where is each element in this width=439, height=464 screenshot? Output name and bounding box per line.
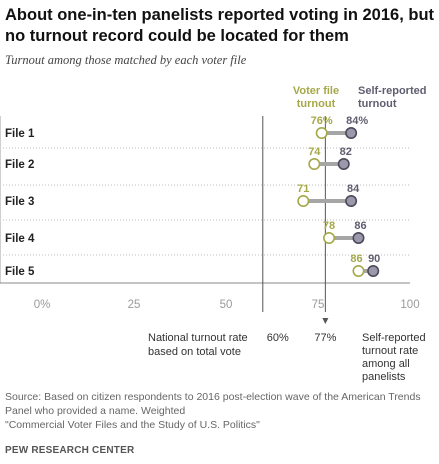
- self-reported-value-label: 84: [347, 183, 360, 195]
- reference-label-self-reported: panelists: [362, 371, 406, 383]
- chart-subtitle: Turnout among those matched by each vote…: [5, 53, 247, 67]
- voter-file-value-label: 86: [350, 253, 362, 265]
- x-tick-label: 0%: [34, 299, 51, 311]
- row-label: File 3: [5, 196, 34, 208]
- row-label: File 1: [5, 128, 35, 140]
- voter-file-value-label: 71: [297, 183, 309, 195]
- self-reported-dot: [345, 195, 358, 208]
- self-reported-value-label: 82: [340, 146, 352, 158]
- reference-label-self-reported: turnout rate: [362, 345, 418, 357]
- self-reported-dot: [337, 158, 350, 171]
- dot-plot-chart: 0% 25 50 75 100 National turnout rate based on…: [0, 85, 426, 383]
- brand-name: PEW RESEARCH CENTER: [5, 445, 135, 456]
- reference-label-national: based on total vote: [148, 346, 241, 358]
- reference-value-self-reported: 77%: [314, 332, 336, 344]
- voter-file-value-label: 78: [323, 220, 335, 232]
- x-tick-label: 50: [220, 299, 233, 311]
- self-reported-dot: [367, 264, 380, 277]
- voter-file-dot: [297, 195, 310, 208]
- reference-label-self-reported: among all: [362, 358, 410, 370]
- source-line: Panel who provided a name. Weighted: [5, 405, 186, 417]
- source-line: "Commercial Voter Files and the Study of…: [5, 419, 260, 431]
- self-reported-dot: [352, 232, 365, 245]
- legend-label-self-reported: turnout: [358, 98, 397, 110]
- source-note: Source: Based on citizen respondents to …: [5, 390, 435, 432]
- voter-file-dot: [308, 158, 321, 171]
- reference-label-national: National turnout rate: [148, 332, 248, 344]
- x-tick-label: 25: [128, 299, 141, 311]
- source-line: Source: Based on citizen respondents to …: [5, 391, 421, 403]
- voter-file-dot: [352, 264, 365, 277]
- legend-label-voter-file: Voter file: [293, 85, 339, 97]
- reference-caret: [322, 318, 329, 324]
- row-label: File 5: [5, 266, 35, 278]
- voter-file-value-label: 76%: [311, 115, 333, 127]
- chart-title: About one-in-ten panelists reported voti…: [5, 6, 435, 45]
- self-reported-value-label: 86: [354, 220, 366, 232]
- legend-label-voter-file: turnout: [297, 98, 336, 110]
- x-tick-label: 100: [400, 299, 419, 311]
- voter-file-value-label: 74: [308, 146, 321, 158]
- self-reported-value-label: 84%: [346, 115, 368, 127]
- x-tick-label: 75: [312, 299, 325, 311]
- reference-label-self-reported: Self-reported: [362, 332, 426, 344]
- row-label: File 4: [5, 233, 35, 245]
- reference-value-national: 60%: [267, 332, 289, 344]
- legend-label-self-reported: Self-reported: [358, 85, 426, 97]
- voter-file-dot: [315, 127, 328, 140]
- self-reported-value-label: 90: [368, 253, 380, 265]
- self-reported-dot: [345, 127, 358, 140]
- voter-file-dot: [323, 232, 336, 245]
- row-label: File 2: [5, 159, 34, 171]
